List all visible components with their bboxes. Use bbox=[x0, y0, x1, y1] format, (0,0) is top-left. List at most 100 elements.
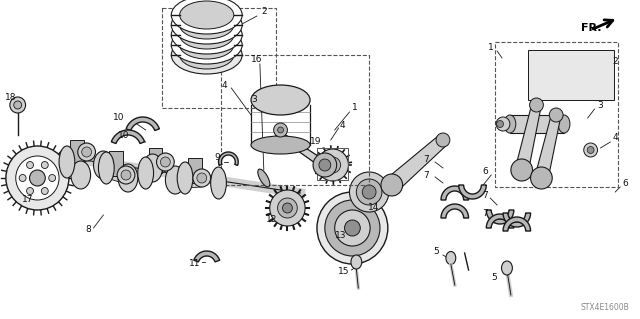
Circle shape bbox=[269, 190, 305, 226]
Circle shape bbox=[42, 188, 48, 195]
Polygon shape bbox=[515, 105, 541, 170]
Polygon shape bbox=[126, 117, 159, 130]
Ellipse shape bbox=[172, 36, 242, 74]
Ellipse shape bbox=[446, 251, 456, 264]
Ellipse shape bbox=[172, 0, 242, 34]
Circle shape bbox=[274, 123, 287, 137]
Circle shape bbox=[335, 210, 370, 246]
Bar bbox=[495, 42, 618, 187]
Circle shape bbox=[19, 174, 26, 182]
Ellipse shape bbox=[118, 164, 138, 192]
Text: 4: 4 bbox=[612, 133, 618, 143]
Polygon shape bbox=[441, 204, 468, 218]
Text: 2: 2 bbox=[612, 57, 618, 66]
Circle shape bbox=[529, 98, 543, 112]
Text: 8: 8 bbox=[86, 226, 92, 234]
Ellipse shape bbox=[93, 151, 113, 179]
Circle shape bbox=[14, 101, 22, 109]
Ellipse shape bbox=[172, 16, 242, 54]
Ellipse shape bbox=[558, 115, 570, 133]
Bar bbox=[109, 151, 123, 176]
Text: 10: 10 bbox=[118, 130, 130, 139]
Circle shape bbox=[282, 203, 292, 213]
Polygon shape bbox=[185, 168, 202, 188]
Text: 19: 19 bbox=[310, 137, 321, 146]
Bar bbox=[148, 148, 163, 173]
Text: 1: 1 bbox=[353, 103, 358, 113]
Text: 15: 15 bbox=[338, 268, 349, 277]
Ellipse shape bbox=[258, 169, 270, 187]
Ellipse shape bbox=[180, 1, 234, 29]
Text: 17: 17 bbox=[22, 196, 33, 204]
Text: 5: 5 bbox=[433, 248, 439, 256]
Ellipse shape bbox=[165, 166, 185, 194]
Text: FR.: FR. bbox=[580, 23, 602, 33]
Polygon shape bbox=[276, 135, 332, 165]
Bar bbox=[527, 50, 614, 100]
Text: 10: 10 bbox=[113, 114, 125, 122]
Circle shape bbox=[325, 157, 340, 173]
Text: 6: 6 bbox=[483, 167, 488, 176]
Polygon shape bbox=[459, 185, 486, 199]
Bar bbox=[70, 140, 84, 165]
Ellipse shape bbox=[177, 162, 193, 194]
Ellipse shape bbox=[211, 167, 227, 199]
Circle shape bbox=[16, 156, 59, 200]
Circle shape bbox=[82, 147, 92, 157]
Text: 18: 18 bbox=[5, 93, 17, 102]
Text: 4: 4 bbox=[340, 121, 345, 130]
Circle shape bbox=[511, 159, 532, 181]
Bar bbox=[163, 8, 276, 108]
Circle shape bbox=[325, 200, 380, 256]
Text: 7: 7 bbox=[423, 170, 429, 180]
Bar bbox=[221, 55, 369, 185]
Circle shape bbox=[356, 179, 382, 205]
Text: 9: 9 bbox=[214, 153, 220, 162]
Circle shape bbox=[496, 117, 510, 131]
Circle shape bbox=[381, 174, 403, 196]
Text: 2: 2 bbox=[261, 8, 266, 17]
Ellipse shape bbox=[504, 115, 516, 133]
Circle shape bbox=[317, 149, 348, 181]
Circle shape bbox=[117, 166, 135, 184]
Circle shape bbox=[27, 161, 33, 168]
Circle shape bbox=[349, 172, 389, 212]
Text: 3: 3 bbox=[251, 95, 257, 105]
Text: 5: 5 bbox=[492, 273, 497, 283]
Circle shape bbox=[161, 157, 170, 167]
Polygon shape bbox=[486, 214, 514, 228]
Text: 6: 6 bbox=[622, 179, 628, 188]
Circle shape bbox=[49, 174, 56, 182]
Circle shape bbox=[549, 108, 563, 122]
Circle shape bbox=[587, 146, 594, 153]
Polygon shape bbox=[503, 217, 531, 231]
Circle shape bbox=[6, 146, 69, 210]
Circle shape bbox=[278, 127, 284, 133]
Text: STX4E1600B: STX4E1600B bbox=[580, 303, 630, 313]
Ellipse shape bbox=[251, 136, 310, 154]
Circle shape bbox=[584, 143, 598, 157]
Ellipse shape bbox=[180, 21, 234, 49]
Ellipse shape bbox=[180, 41, 234, 69]
Circle shape bbox=[313, 153, 337, 177]
Ellipse shape bbox=[172, 26, 242, 64]
Text: 12: 12 bbox=[266, 216, 277, 225]
Text: 7: 7 bbox=[483, 190, 488, 199]
Text: 4: 4 bbox=[221, 80, 227, 90]
Circle shape bbox=[29, 170, 45, 186]
Ellipse shape bbox=[172, 6, 242, 44]
Bar bbox=[317, 148, 348, 180]
Bar bbox=[188, 158, 202, 183]
Text: 13: 13 bbox=[335, 231, 346, 240]
Circle shape bbox=[362, 185, 376, 199]
Circle shape bbox=[317, 192, 388, 264]
Circle shape bbox=[78, 143, 95, 161]
Text: 7: 7 bbox=[423, 155, 429, 165]
Text: 16: 16 bbox=[251, 56, 262, 64]
Circle shape bbox=[278, 198, 298, 218]
Ellipse shape bbox=[180, 11, 234, 39]
Ellipse shape bbox=[351, 255, 362, 269]
Text: 14: 14 bbox=[368, 204, 380, 212]
Polygon shape bbox=[486, 210, 514, 224]
Polygon shape bbox=[218, 152, 238, 166]
